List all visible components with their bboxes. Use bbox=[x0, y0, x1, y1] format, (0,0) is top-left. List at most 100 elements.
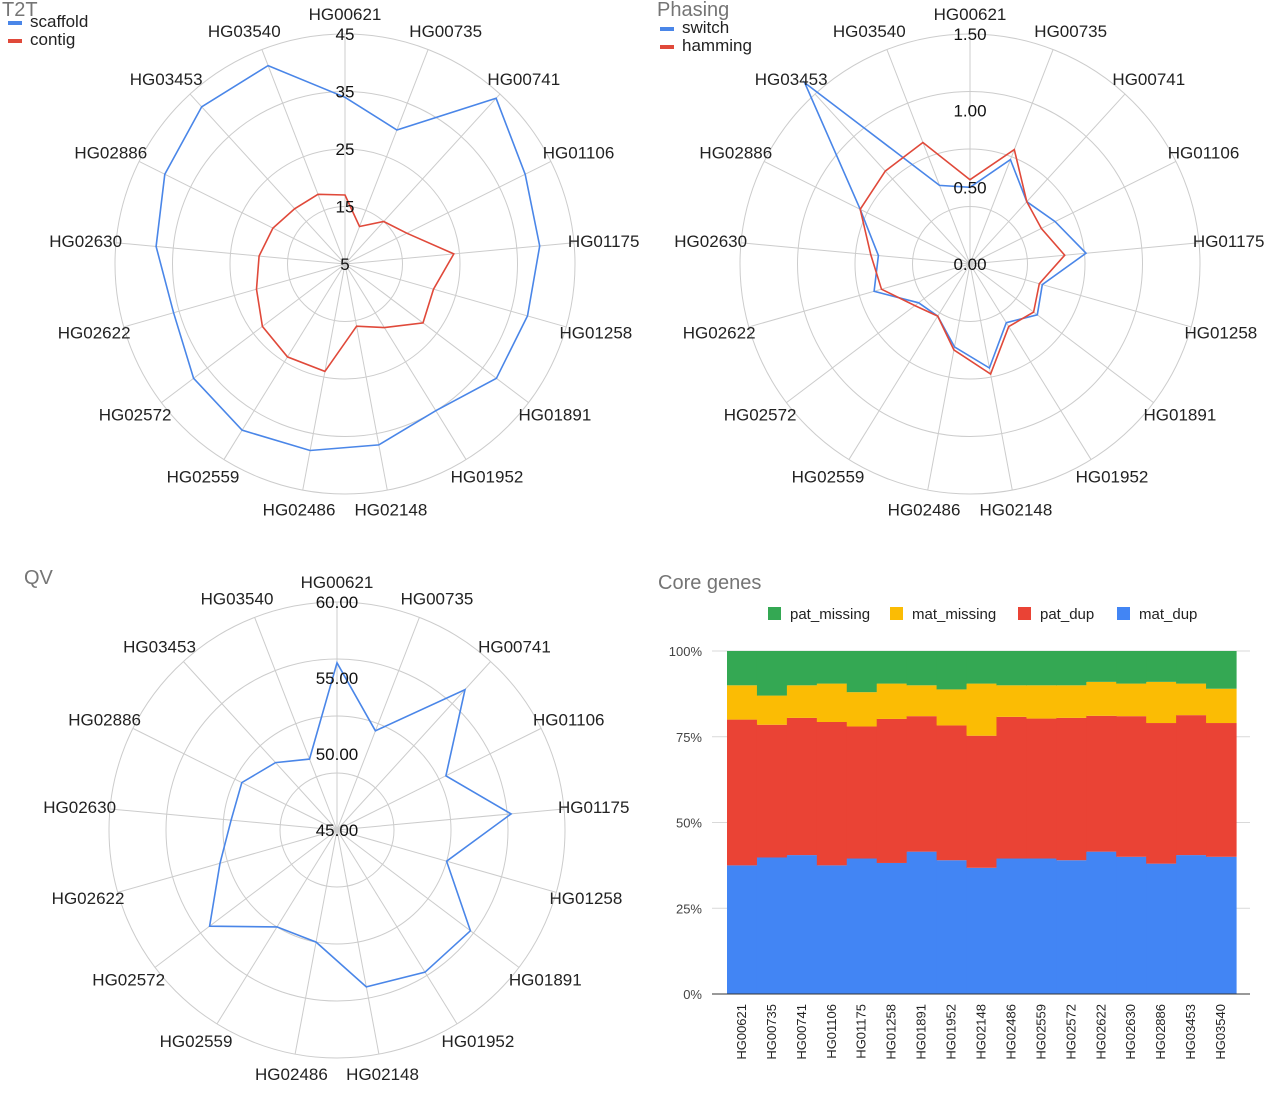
category-label: HG01952 bbox=[442, 1032, 515, 1051]
bar-segment-pat_missing bbox=[876, 651, 908, 684]
grid-spoke bbox=[336, 661, 491, 831]
category-label: HG02559 bbox=[792, 468, 865, 487]
x-tick-label: HG02559 bbox=[1033, 1004, 1048, 1060]
x-tick-label: HG00621 bbox=[734, 1004, 749, 1060]
bar-segment-mat_dup bbox=[1206, 856, 1237, 994]
legend-swatch bbox=[8, 21, 22, 25]
category-label: HG01106 bbox=[1168, 144, 1240, 163]
grid-spoke bbox=[183, 661, 338, 831]
category-label: HG03540 bbox=[201, 590, 274, 609]
x-tick-label: HG03453 bbox=[1183, 1004, 1198, 1060]
radial-tick-label: 25 bbox=[336, 140, 355, 159]
category-label: HG03453 bbox=[123, 638, 196, 657]
grid-spoke bbox=[138, 161, 346, 265]
category-label: HG02148 bbox=[346, 1065, 419, 1084]
bar-segment-mat_dup bbox=[1116, 856, 1147, 994]
category-label: HG02886 bbox=[74, 144, 147, 163]
category-label: HG02886 bbox=[68, 710, 141, 729]
category-label: HG01258 bbox=[559, 323, 632, 342]
bar-segment-mat_dup bbox=[1026, 858, 1057, 994]
category-label: HG01891 bbox=[519, 406, 592, 425]
category-label: HG02559 bbox=[167, 468, 240, 487]
bar-segment-mat_missing bbox=[996, 685, 1028, 717]
radial-tick-label: 1.00 bbox=[953, 102, 986, 121]
bar-segment-pat_dup bbox=[1176, 715, 1207, 856]
grid-spoke bbox=[344, 161, 552, 265]
x-tick-label: HG01891 bbox=[914, 1004, 929, 1060]
radial-tick-label: 35 bbox=[336, 83, 355, 102]
bar-segment-pat_dup bbox=[906, 716, 938, 852]
grid-spoke bbox=[336, 808, 565, 831]
y-tick-label: 0% bbox=[683, 987, 702, 1002]
category-label: HG01175 bbox=[568, 232, 640, 251]
legend-swatch bbox=[660, 27, 674, 31]
bar-segment-mat_missing bbox=[756, 695, 788, 725]
grid-spoke bbox=[969, 263, 1192, 328]
legend-label: hamming bbox=[682, 36, 752, 55]
grid-spoke bbox=[254, 617, 338, 831]
grid-spoke bbox=[927, 263, 971, 491]
bar-segment-mat_missing bbox=[786, 685, 818, 718]
category-label: HG00741 bbox=[1112, 70, 1185, 89]
legend-swatch bbox=[890, 607, 903, 620]
grid-spoke bbox=[109, 808, 338, 831]
bar-segment-mat_dup bbox=[786, 855, 818, 994]
grid-spoke bbox=[117, 829, 338, 893]
x-tick-label: HG02886 bbox=[1153, 1004, 1168, 1060]
legend-label: mat_missing bbox=[912, 606, 996, 623]
category-label: HG02622 bbox=[52, 889, 125, 908]
grid-spoke bbox=[154, 829, 338, 968]
grid-spoke bbox=[336, 829, 380, 1055]
bar-segment-mat_dup bbox=[1056, 860, 1087, 994]
radial-tick-label: 15 bbox=[336, 198, 355, 217]
radial-tick-label: 5 bbox=[340, 255, 349, 274]
bar-segment-mat_missing bbox=[1026, 685, 1057, 719]
bar-segment-mat_missing bbox=[966, 683, 998, 736]
bar-segment-pat_missing bbox=[756, 651, 788, 696]
legend-swatch bbox=[1117, 607, 1130, 620]
grid-spoke bbox=[344, 93, 501, 265]
bar-segment-pat_dup bbox=[816, 722, 848, 866]
chart-title: QV bbox=[24, 567, 54, 589]
legend-label: scaffold bbox=[30, 12, 88, 31]
legend-label: switch bbox=[682, 18, 729, 37]
category-label: HG01175 bbox=[558, 798, 630, 817]
grid-spoke bbox=[763, 161, 971, 265]
x-tick-label: HG01106 bbox=[824, 1004, 839, 1059]
bar-segment-pat_missing bbox=[1026, 651, 1057, 686]
bar-segment-pat_missing bbox=[936, 651, 968, 690]
category-label: HG03540 bbox=[833, 22, 906, 41]
category-label: HG00735 bbox=[409, 22, 482, 41]
grid-spoke bbox=[261, 49, 346, 265]
grid-spoke bbox=[344, 263, 567, 328]
bar-segment-pat_dup bbox=[1206, 723, 1237, 857]
bar-segment-mat_missing bbox=[1056, 685, 1087, 718]
category-label: HG02630 bbox=[43, 798, 116, 817]
grid-spoke bbox=[302, 263, 346, 491]
bar-segment-mat_dup bbox=[996, 858, 1028, 994]
bar-segment-mat_missing bbox=[1146, 681, 1177, 724]
category-label: HG03540 bbox=[208, 22, 281, 41]
x-tick-label: HG02630 bbox=[1123, 1004, 1138, 1060]
bar-segment-pat_missing bbox=[786, 651, 818, 686]
category-label: HG01891 bbox=[509, 970, 582, 989]
category-label: HG02572 bbox=[724, 406, 797, 425]
legend-swatch bbox=[660, 45, 674, 49]
bar-segment-mat_dup bbox=[1176, 855, 1207, 994]
grid-spoke bbox=[115, 242, 346, 265]
bar-segment-pat_dup bbox=[936, 725, 968, 861]
bar-segment-mat_missing bbox=[1206, 688, 1237, 724]
category-label: HG02148 bbox=[980, 501, 1053, 520]
category-label: HG02630 bbox=[49, 232, 122, 251]
category-label: HG02630 bbox=[674, 232, 747, 251]
bar-segment-pat_dup bbox=[1116, 716, 1147, 857]
bar-segment-pat_dup bbox=[756, 724, 788, 858]
category-label: HG00735 bbox=[401, 590, 474, 609]
category-label: HG00621 bbox=[309, 5, 382, 24]
x-tick-label: HG02148 bbox=[974, 1004, 989, 1060]
legend-swatch bbox=[8, 39, 22, 43]
x-tick-label: HG02486 bbox=[1003, 1004, 1018, 1060]
x-tick-label: HG00735 bbox=[764, 1004, 779, 1060]
grid-spoke bbox=[886, 49, 971, 265]
